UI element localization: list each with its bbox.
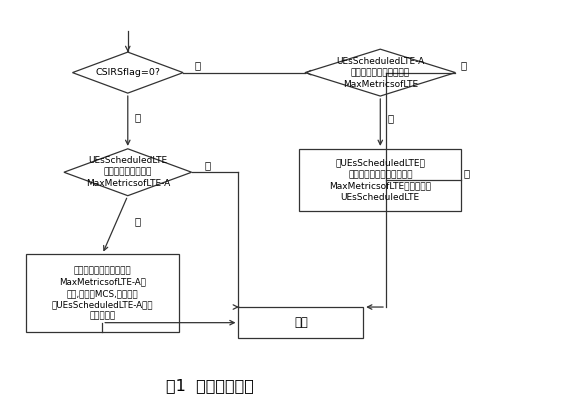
- Text: 是: 是: [387, 114, 394, 123]
- Text: 是: 是: [135, 112, 141, 122]
- Text: 否: 否: [204, 160, 211, 170]
- Bar: [299, 149, 461, 211]
- Text: 结束: 结束: [294, 316, 307, 329]
- Text: UEsScheduledLTE
存在用户度量値大于
MaxMetricsofLTE-A: UEsScheduledLTE 存在用户度量値大于 MaxMetricsofLT…: [86, 156, 170, 188]
- Text: UEsScheduledLTE-A
存在用户调度度量値大于
MaxMetricsofLTE: UEsScheduledLTE-A 存在用户调度度量値大于 MaxMetrics…: [336, 57, 424, 89]
- Text: CSIRSflag=0?: CSIRSflag=0?: [96, 68, 160, 77]
- Text: 从UEsScheduledLTE的
前端将用户调度度量値大于
MaxMetricsofLTE的用户加入
UEsScheduledLTE: 从UEsScheduledLTE的 前端将用户调度度量値大于 MaxMetric…: [329, 158, 431, 202]
- Bar: [25, 254, 179, 333]
- Text: 取出用户调度度量値大于
MaxMetricsofLTE-A的
用户,调整其MCS,然后同样
从UEsScheduledLTE-A前端
加入该队列: 取出用户调度度量値大于 MaxMetricsofLTE-A的 用户,调整其MCS…: [52, 266, 153, 321]
- Text: 否: 否: [464, 168, 470, 178]
- Text: 是: 是: [135, 216, 141, 226]
- Text: 否: 否: [461, 61, 467, 70]
- Text: 否: 否: [194, 61, 200, 70]
- Text: 图1  用户列表调整: 图1 用户列表调整: [166, 378, 254, 393]
- Bar: [239, 307, 363, 338]
